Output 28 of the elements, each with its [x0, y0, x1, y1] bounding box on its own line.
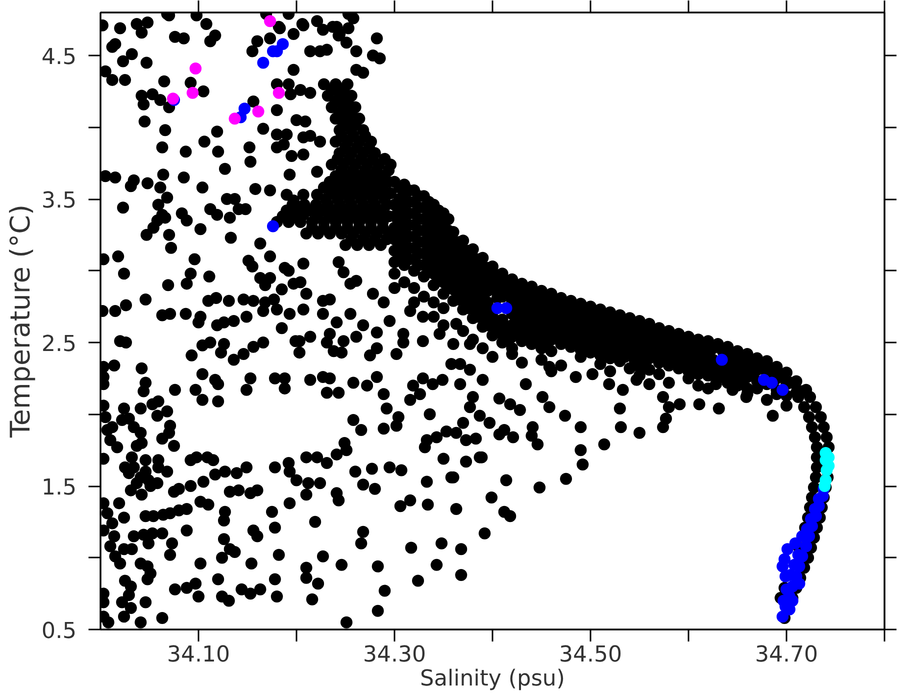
- y-tick-label: 0.5: [42, 619, 77, 644]
- point: [186, 86, 199, 99]
- point: [776, 560, 789, 572]
- point: [766, 376, 778, 389]
- y-tick-label: 1.5: [42, 476, 77, 501]
- point: [252, 106, 264, 118]
- y-tick-label: 3.5: [42, 188, 77, 214]
- point: [228, 112, 241, 125]
- point: [800, 540, 812, 552]
- y-tick-label: 2.5: [42, 332, 77, 358]
- point: [776, 384, 789, 396]
- y-axis-title: Temperature (°C): [6, 204, 37, 439]
- point: [789, 537, 802, 550]
- point: [500, 302, 512, 314]
- x-tick-label: 34.50: [559, 642, 622, 668]
- point: [266, 220, 279, 232]
- point: [264, 15, 276, 28]
- x-tick-label: 34.30: [363, 642, 426, 668]
- x-axis-title: Salinity (psu): [420, 666, 565, 692]
- point: [272, 86, 285, 99]
- x-tick-label: 34.10: [167, 642, 230, 668]
- x-tick-label: 34.70: [755, 642, 818, 668]
- point: [257, 56, 270, 69]
- point: [190, 62, 202, 74]
- y-tick-label: 4.5: [42, 45, 77, 70]
- point: [238, 102, 251, 115]
- point: [716, 354, 728, 366]
- point: [781, 543, 794, 556]
